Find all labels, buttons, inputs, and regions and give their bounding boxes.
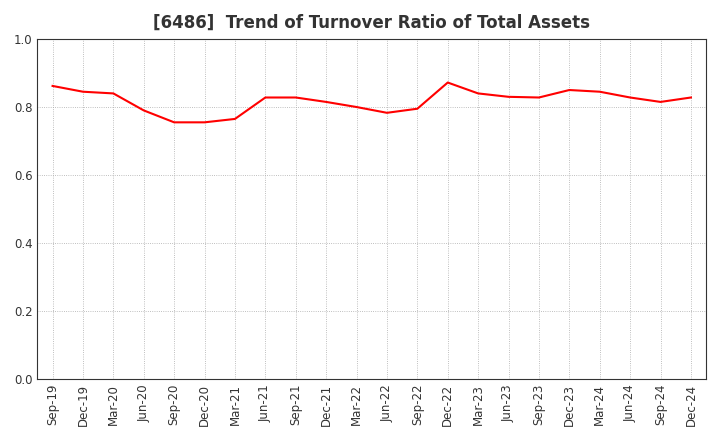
Title: [6486]  Trend of Turnover Ratio of Total Assets: [6486] Trend of Turnover Ratio of Total … [153,14,590,32]
